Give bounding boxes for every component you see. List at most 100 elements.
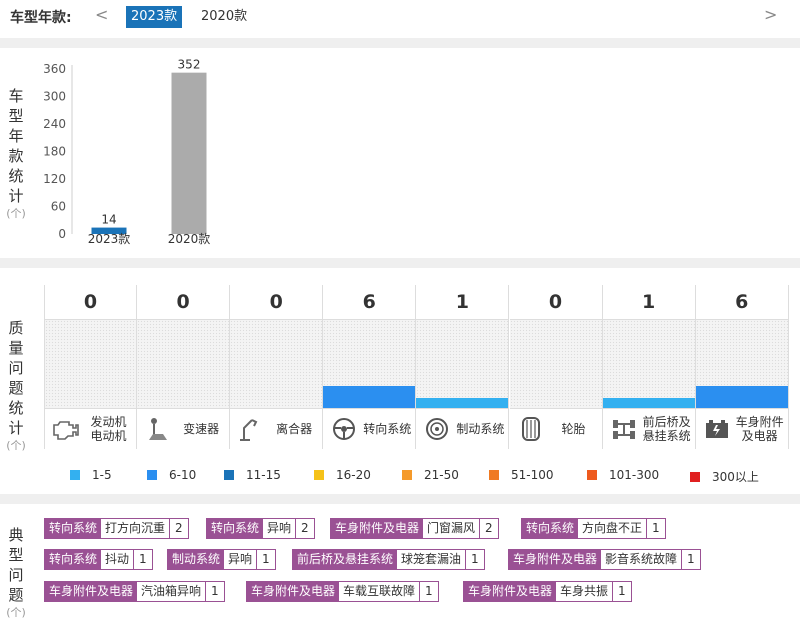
tab-2020[interactable]: 2020款 xyxy=(201,9,248,24)
issue-name: 抖动 xyxy=(101,550,135,569)
typical-issue-tag[interactable]: 车身附件及电器 汽油箱异响 1 xyxy=(44,581,225,602)
quality-system-label: 离合器 xyxy=(276,422,313,436)
legend-item: 16-20 xyxy=(314,468,371,482)
typical-issue-tag[interactable]: 转向系统 异响 2 xyxy=(206,518,315,539)
legend-label: 11-15 xyxy=(246,468,281,482)
issue-name: 打方向沉重 xyxy=(101,519,171,538)
tab-2023[interactable]: 2023款 xyxy=(126,6,183,28)
x-tick-label: 2023款 xyxy=(88,232,131,246)
typical-issues-label-char: 题 xyxy=(8,586,24,604)
quality-system-label-cell: 制动系统 xyxy=(416,408,509,449)
section-divider xyxy=(0,258,800,268)
typical-issues-side-label: 典型问题 (个) xyxy=(4,525,28,621)
legend-label: 16-20 xyxy=(336,468,371,482)
issue-count: 1 xyxy=(425,584,433,598)
legend-label: 51-100 xyxy=(511,468,554,482)
legend-item: 21-50 xyxy=(402,468,459,482)
axle-icon xyxy=(609,415,639,443)
y-tick-label: 300 xyxy=(43,90,66,104)
quality-system-label: 发动机 电动机 xyxy=(90,415,127,443)
legend-label: 6-10 xyxy=(169,468,197,482)
legend-swatch xyxy=(587,470,597,480)
legend-swatch xyxy=(690,471,700,482)
previous-arrow-icon[interactable]: < xyxy=(95,5,109,24)
brake-disc-icon xyxy=(422,415,452,443)
typical-issue-tag[interactable]: 转向系统 抖动 1 xyxy=(44,549,153,570)
typical-issues-label-char: 典 xyxy=(8,526,24,544)
quality-bar-area xyxy=(602,319,695,408)
quality-bar xyxy=(416,398,509,408)
quality-system-label: 轮胎 xyxy=(561,422,586,436)
typical-issue-tag[interactable]: 转向系统 打方向沉重 2 xyxy=(44,518,189,539)
quality-count: 6 xyxy=(735,291,749,313)
quality-system-label: 转向系统 xyxy=(363,422,412,436)
quality-count: 0 xyxy=(548,291,563,313)
issue-name: 车身共振 xyxy=(556,582,614,601)
quality-system-column: 0 变速器 xyxy=(137,285,231,449)
legend-item: 11-15 xyxy=(224,468,281,482)
clutch-pedal-icon xyxy=(236,415,266,443)
next-arrow-icon[interactable]: > xyxy=(764,5,778,24)
section-divider xyxy=(0,38,800,48)
issue-category: 转向系统 xyxy=(45,519,102,538)
legend-swatch xyxy=(402,470,412,480)
issue-count: 1 xyxy=(687,552,695,566)
typical-issue-tag[interactable]: 制动系统 异响 1 xyxy=(167,549,276,570)
issue-count: 1 xyxy=(471,552,479,566)
issue-category: 转向系统 xyxy=(45,550,102,569)
y-tick-label: 360 xyxy=(43,62,66,76)
quality-system-column: 0 发动机 电动机 xyxy=(44,285,137,449)
quality-count: 1 xyxy=(641,291,656,313)
quality-bar xyxy=(602,398,695,408)
issue-name: 异响 xyxy=(263,519,297,538)
issue-name: 方向盘不正 xyxy=(578,519,648,538)
y-tick-label: 120 xyxy=(43,172,66,186)
issue-category: 前后桥及悬挂系统 xyxy=(293,550,398,569)
legend-label: 21-50 xyxy=(424,468,459,482)
issue-count: 2 xyxy=(485,521,493,535)
quality-count: 6 xyxy=(362,291,376,313)
issue-category: 制动系统 xyxy=(168,550,225,569)
quality-bar xyxy=(695,386,788,408)
quality-bar-area xyxy=(509,319,602,408)
quality-system-label: 前后桥及 悬挂系统 xyxy=(642,415,691,443)
typical-issue-tag[interactable]: 车身附件及电器 影音系统故障 1 xyxy=(508,549,701,570)
typical-issue-tag[interactable]: 车身附件及电器 门窗漏风 2 xyxy=(330,518,499,539)
issue-category: 转向系统 xyxy=(522,519,579,538)
typical-issue-tag[interactable]: 前后桥及悬挂系统 球笼套漏油 1 xyxy=(292,549,485,570)
legend-item: 6-10 xyxy=(147,468,196,482)
quality-stats-side-label: 质量问题统计 (个) xyxy=(4,318,28,454)
year-stats-label-char: 年 xyxy=(8,127,24,145)
typical-issue-tag[interactable]: 车身附件及电器 车载互联故障 1 xyxy=(246,581,439,602)
issue-count: 1 xyxy=(262,552,270,566)
quality-count: 0 xyxy=(176,291,190,313)
year-stats-label-char: 款 xyxy=(8,147,24,165)
issue-category: 车身附件及电器 xyxy=(464,582,557,601)
issue-name: 影音系统故障 xyxy=(601,550,683,569)
year-stats-label-unit: (个) xyxy=(6,207,26,220)
issue-category: 转向系统 xyxy=(207,519,264,538)
quality-system-column: 0 轮胎 xyxy=(509,285,603,449)
quality-bar-area xyxy=(230,319,323,408)
quality-bar-area xyxy=(695,319,788,408)
quality-stats-label-char: 问 xyxy=(8,359,24,377)
year-bar-chart: 0 60 120 180 240 300 360 14 2023款 352 2020款 xyxy=(43,58,210,246)
section-divider xyxy=(0,494,800,504)
bar-value-label: 14 xyxy=(101,213,116,227)
typical-issue-tag[interactable]: 车身附件及电器 车身共振 1 xyxy=(463,581,632,602)
typical-issue-tag[interactable]: 转向系统 方向盘不正 1 xyxy=(521,518,666,539)
y-tick-label: 60 xyxy=(51,200,66,214)
year-stats-label-char: 型 xyxy=(8,107,24,125)
year-stats-side-label: 车型年款统计 (个) xyxy=(4,86,28,222)
quality-count: 0 xyxy=(83,291,98,313)
issue-name: 车载互联故障 xyxy=(339,582,421,601)
typical-issues-label-char: 型 xyxy=(8,546,24,564)
legend-swatch xyxy=(70,470,80,480)
model-year-title: 车型年款: xyxy=(10,10,72,26)
gear-shifter-icon xyxy=(143,415,173,443)
quality-stats-label-char: 质 xyxy=(8,319,24,337)
quality-system-column: 6 车身附件 及电器 xyxy=(695,285,789,449)
issue-name: 汽油箱异响 xyxy=(137,582,207,601)
issue-category: 车身附件及电器 xyxy=(509,550,602,569)
issue-category: 车身附件及电器 xyxy=(331,519,424,538)
